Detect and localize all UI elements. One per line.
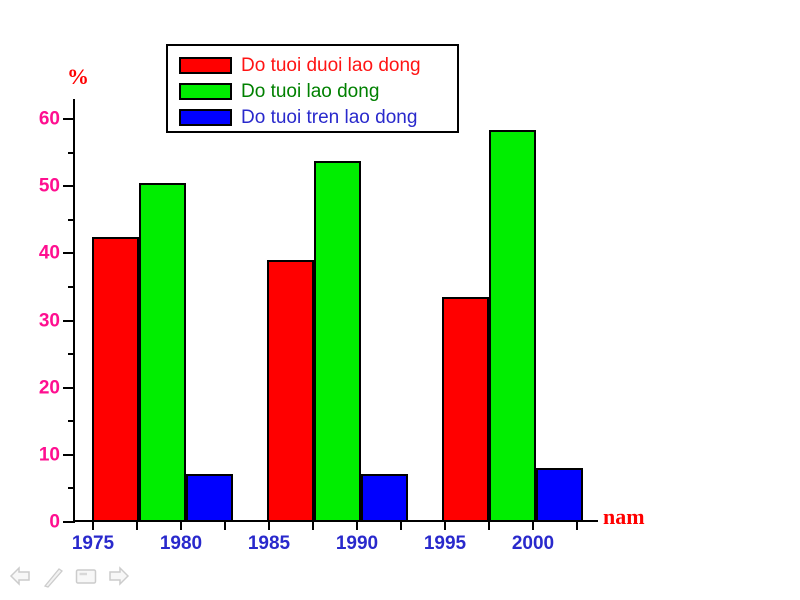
y-tick-label: 10 bbox=[38, 444, 60, 466]
x-tick-label: 1980 bbox=[159, 533, 203, 554]
y-tick-label: 20 bbox=[38, 377, 60, 399]
legend-swatch-red bbox=[179, 56, 232, 74]
legend-row: Do tuoi tren lao dong bbox=[168, 104, 457, 130]
y-minor-tick bbox=[68, 151, 74, 154]
bar-series1-1995 bbox=[489, 129, 536, 522]
x-tick bbox=[224, 522, 226, 530]
y-major-tick bbox=[63, 118, 74, 120]
x-tick bbox=[532, 522, 534, 530]
y-tick-label: 0 bbox=[49, 511, 60, 533]
y-axis-title: % bbox=[67, 64, 89, 89]
y-major-tick bbox=[63, 521, 74, 523]
legend-swatch-blue bbox=[179, 108, 232, 126]
x-tick bbox=[268, 522, 270, 530]
y-tick-label: 50 bbox=[38, 175, 60, 197]
bar-series2-1975 bbox=[186, 474, 233, 522]
y-major-tick bbox=[63, 386, 74, 389]
bar-series1-1975 bbox=[139, 183, 186, 522]
bar-series2-1995 bbox=[536, 467, 583, 522]
slideshow-controls bbox=[8, 565, 131, 589]
y-major-tick bbox=[63, 252, 74, 255]
next-slide-icon[interactable] bbox=[107, 565, 131, 589]
y-axis-line bbox=[73, 99, 75, 523]
x-tick bbox=[488, 522, 490, 530]
bar-series0-1995 bbox=[442, 296, 489, 522]
bar-series0-1985 bbox=[267, 260, 314, 522]
x-tick-label: 1990 bbox=[335, 533, 379, 554]
x-tick-label: 1985 bbox=[247, 533, 291, 554]
x-tick bbox=[400, 522, 402, 530]
legend-label: Do tuoi lao dong bbox=[241, 80, 380, 102]
slide-menu-icon[interactable] bbox=[74, 565, 98, 589]
y-tick-label: 30 bbox=[38, 310, 60, 331]
legend: Do tuoi duoi lao dong Do tuoi lao dong D… bbox=[166, 44, 459, 133]
y-minor-tick bbox=[68, 487, 74, 490]
legend-label: Do tuoi tren lao dong bbox=[241, 106, 418, 128]
x-tick-label: 1975 bbox=[71, 533, 115, 554]
x-tick-label: 1995 bbox=[423, 533, 467, 554]
bar-series2-1985 bbox=[361, 473, 408, 522]
y-tick-label: 60 bbox=[38, 108, 60, 130]
x-tick-label: 2000 bbox=[511, 533, 555, 554]
y-minor-tick bbox=[68, 218, 74, 221]
y-minor-tick bbox=[68, 285, 74, 288]
x-tick bbox=[136, 522, 138, 530]
legend-swatch-green bbox=[179, 82, 232, 100]
y-major-tick bbox=[63, 319, 74, 322]
bar-series0-1975 bbox=[92, 236, 139, 522]
y-major-tick bbox=[63, 453, 74, 456]
x-tick bbox=[312, 522, 314, 530]
bar-series1-1985 bbox=[314, 160, 361, 522]
x-tick bbox=[356, 522, 358, 530]
y-tick-label: 40 bbox=[38, 242, 60, 264]
x-tick bbox=[576, 522, 578, 530]
y-minor-tick bbox=[68, 420, 74, 423]
previous-slide-icon[interactable] bbox=[8, 565, 32, 589]
x-tick bbox=[92, 522, 94, 530]
x-axis-title: nam bbox=[603, 504, 645, 529]
pen-tool-icon[interactable] bbox=[41, 565, 65, 589]
x-tick bbox=[180, 522, 182, 530]
y-major-tick bbox=[63, 185, 74, 188]
legend-label: Do tuoi duoi lao dong bbox=[241, 54, 421, 76]
legend-row: Do tuoi lao dong bbox=[168, 78, 457, 104]
x-tick bbox=[444, 522, 446, 530]
y-minor-tick bbox=[68, 353, 74, 356]
legend-row: Do tuoi duoi lao dong bbox=[168, 52, 457, 78]
